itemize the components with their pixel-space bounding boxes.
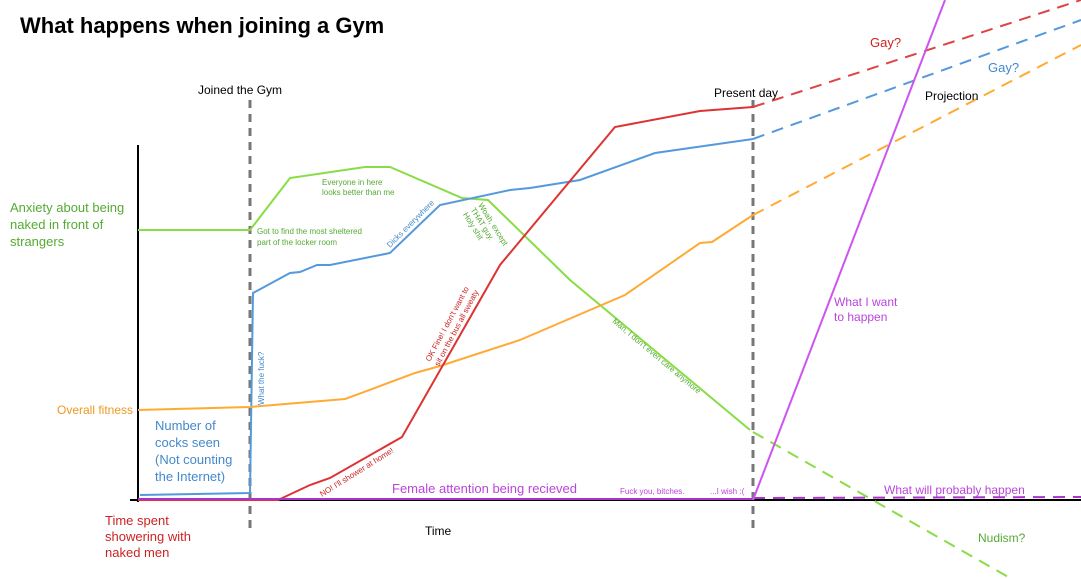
text-line: Anxiety about being [10, 200, 124, 215]
text-line: (Not counting [155, 452, 232, 467]
y-label: Overall fitness [57, 403, 133, 417]
series-label: Female attention being recieved [392, 481, 577, 496]
text-line: Got to find the most sheltered [257, 227, 362, 236]
text-line: the Internet) [155, 469, 225, 484]
annotation: Gay? [988, 60, 1019, 75]
y-label: Anxiety about being naked in front of stra… [10, 200, 124, 249]
text-line: Everyone in here [322, 178, 383, 187]
annotation: Gay? [870, 35, 901, 50]
text-line: Number of [155, 418, 216, 433]
annotation: Man, I don't even care anymore [611, 317, 703, 396]
annotation: NO! I'll shower at home! [318, 446, 395, 499]
fitness-line [137, 214, 754, 411]
annotation: What will probably happen [884, 483, 1025, 497]
annotation: What I want to happen [834, 295, 898, 324]
annotation: Got to find the most sheltered part of th… [257, 227, 362, 247]
text-line: What I want [834, 295, 898, 309]
text-line: looks better than me [322, 188, 395, 197]
annotation: What the fuck? [257, 351, 266, 405]
marker: Projection [925, 89, 978, 103]
anxiety-projection [752, 431, 1011, 579]
annotation: ...I wish :( [710, 487, 745, 496]
y-label: Time spent showering with naked men [105, 513, 191, 560]
marker: Joined the Gym [198, 83, 282, 97]
annotation: Woah, exceptTHAT guy.Holy shit [461, 201, 510, 257]
text-line: part of the locker room [257, 238, 337, 247]
annotation: Everyone in here looks better than me [322, 178, 395, 197]
annotation: Dicks everywhere [385, 198, 436, 249]
y-label: Number of cocks seen (Not counting the Inte… [155, 418, 232, 484]
text-line: cocks seen [155, 435, 220, 450]
marker: Present day [714, 86, 778, 100]
text-line: naked in front of [10, 217, 104, 232]
female-projection [752, 496, 1081, 499]
text-line: naked men [105, 545, 169, 560]
text-line: strangers [10, 234, 65, 249]
annotation: Nudism? [978, 531, 1026, 545]
anxiety-line [138, 166, 751, 431]
fitness-projection [752, 44, 1081, 216]
text-line: Time spent [105, 513, 169, 528]
title: What happens when joining a Gym [20, 13, 384, 38]
text-line: showering with [105, 529, 191, 544]
marker: Time [425, 524, 452, 538]
shower-line [138, 106, 754, 501]
lines [130, 0, 1081, 579]
annotation: Fuck you, bitches. [620, 487, 684, 496]
cocks-projection [752, 19, 1081, 140]
want-line [752, 0, 946, 501]
text-line: to happen [834, 310, 887, 324]
cocks-line [139, 138, 754, 496]
shower-projection [752, 0, 1081, 108]
